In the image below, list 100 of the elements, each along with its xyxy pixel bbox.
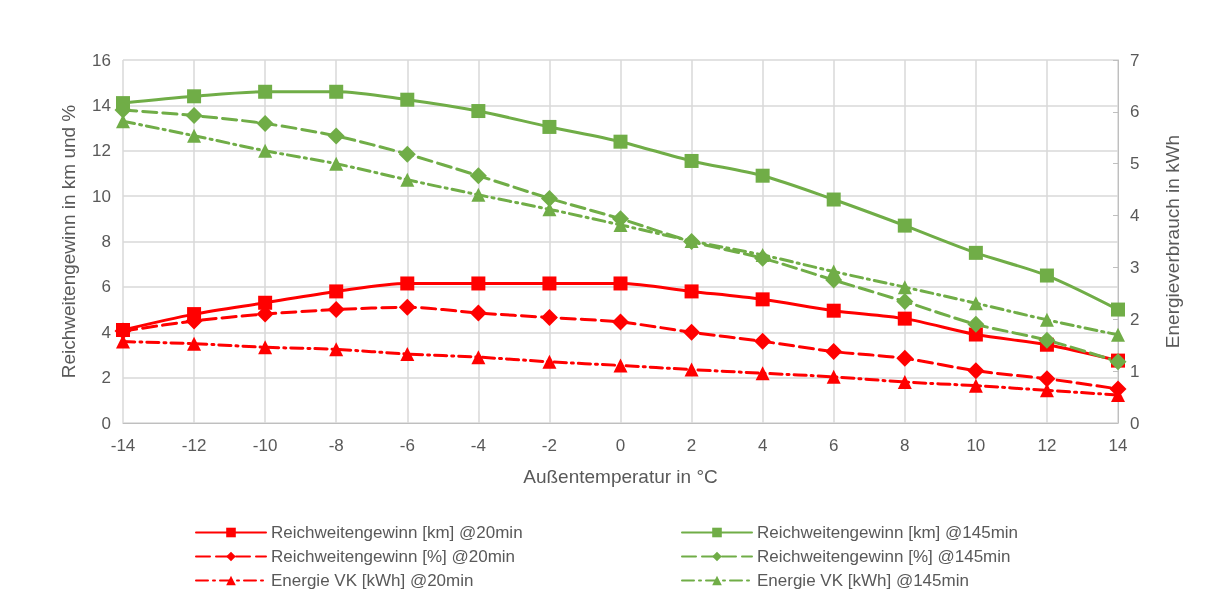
point (755, 366, 770, 381)
x-tick-label: -12 (181, 436, 207, 455)
point (968, 296, 983, 311)
point (897, 280, 912, 295)
point (469, 167, 487, 185)
point (329, 284, 344, 299)
y-tick-label: 6 (101, 277, 111, 297)
point (187, 89, 202, 104)
point (471, 104, 486, 119)
point (754, 332, 772, 350)
point (826, 303, 841, 318)
x-tick-label: 4 (757, 436, 768, 455)
point (400, 172, 415, 187)
y2-tick-label: 1 (1130, 361, 1140, 381)
point (897, 375, 912, 390)
legend-label: Energie VK [kWh] @20min (271, 571, 474, 590)
point (329, 342, 344, 357)
point (826, 192, 841, 207)
point (968, 245, 983, 260)
point (469, 304, 487, 322)
point (256, 115, 274, 133)
point (540, 189, 558, 207)
point (258, 84, 273, 99)
point (968, 378, 983, 393)
point (471, 187, 486, 202)
point (967, 315, 985, 333)
point (1039, 383, 1054, 398)
point (398, 145, 416, 163)
y2-tick-label: 5 (1130, 154, 1140, 174)
x-tick-label: -4 (470, 436, 486, 455)
point (755, 168, 770, 183)
x-tick-label: 14 (1108, 436, 1128, 455)
point (398, 298, 416, 316)
y-tick-label: 2 (101, 368, 111, 388)
point (1039, 312, 1054, 327)
y-tick-label: 12 (92, 141, 111, 161)
point (329, 156, 344, 171)
x-tick-label: -10 (252, 436, 278, 455)
y-tick-label: 14 (92, 95, 111, 115)
y-tick-label: 16 (92, 50, 111, 70)
x-axis-title: Außentemperatur in °C (523, 466, 718, 487)
point (755, 247, 770, 262)
y-tick-label: 8 (101, 232, 111, 251)
y2-tick-label: 2 (1130, 309, 1140, 329)
y2-axis-title: Energieverbrauch in kWh (1162, 134, 1183, 349)
y2-tick-label: 7 (1130, 50, 1140, 70)
point (1111, 327, 1125, 342)
legend-label: Reichweitengewinn [%] @145min (757, 547, 1011, 566)
point (896, 293, 914, 311)
point (897, 311, 912, 326)
point (187, 336, 202, 351)
x-tick-label: 8 (900, 436, 910, 455)
legend-label: Reichweitengewinn [km] @145min (757, 523, 1019, 542)
y2-tick-label: 6 (1130, 102, 1140, 122)
point (684, 284, 699, 299)
point (327, 301, 345, 319)
x-tick-label: 6 (828, 436, 839, 455)
point (400, 92, 415, 107)
point (613, 276, 628, 291)
x-tick-label: -8 (328, 436, 344, 455)
point (187, 128, 202, 143)
point (1111, 302, 1125, 317)
point (471, 350, 486, 365)
x-tick-label: 2 (686, 436, 697, 455)
x-tick-label: 10 (966, 436, 986, 455)
point (612, 313, 629, 331)
legend-label: Reichweitengewinn [km] @20min (271, 523, 523, 542)
point (540, 309, 558, 326)
point (258, 340, 273, 355)
point (471, 276, 486, 291)
y2-tick-label: 0 (1130, 413, 1140, 433)
y-axis-title: Reichweitengewinn in km und % (58, 104, 79, 379)
point (542, 119, 557, 134)
y-tick-label: 4 (101, 322, 111, 342)
point (826, 264, 841, 279)
point (542, 354, 557, 369)
point (542, 276, 557, 291)
point (400, 276, 415, 291)
x-tick-label: 12 (1037, 436, 1057, 455)
point (897, 218, 912, 233)
y-tick-label: 10 (92, 186, 111, 206)
y2-tick-label: 3 (1130, 257, 1140, 277)
point (896, 349, 914, 367)
x-tick-label: -14 (110, 436, 136, 455)
point (185, 107, 203, 125)
legend-label: Energie VK [kWh] @145min (757, 571, 969, 590)
point (1038, 370, 1056, 388)
x-tick-label: 0 (615, 436, 626, 455)
point (826, 369, 841, 384)
point (258, 143, 273, 158)
y2-tick-label: 4 (1130, 206, 1140, 226)
point (684, 362, 699, 377)
legend-label: Reichweitengewinn [%] @20min (271, 547, 516, 566)
point (327, 127, 345, 145)
point (1039, 268, 1054, 283)
point (1038, 331, 1056, 349)
point (329, 84, 344, 99)
point (613, 134, 628, 149)
point (755, 292, 770, 307)
y-tick-label: 0 (101, 413, 111, 433)
